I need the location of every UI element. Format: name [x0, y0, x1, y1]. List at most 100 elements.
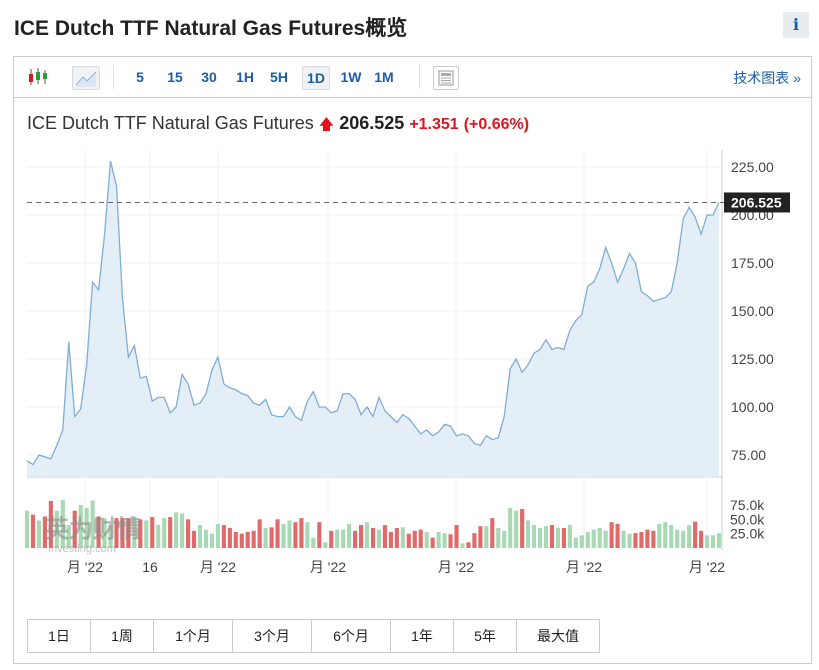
volume-tick-label: 50.0k: [730, 511, 765, 527]
volume-bar: [400, 527, 405, 548]
info-button[interactable]: i: [783, 12, 809, 38]
volume-bar: [168, 517, 173, 548]
volume-bar: [138, 519, 143, 548]
volume-bar: [406, 533, 411, 548]
x-tick-label: 月 '22: [438, 559, 474, 575]
last-price: 206.525: [339, 113, 405, 133]
volume-bar: [335, 529, 340, 548]
y-tick-label: 125.00: [731, 351, 774, 367]
volume-bar: [120, 518, 125, 548]
volume-bar: [126, 518, 131, 548]
period-selector: 1日 1周 1个月 3个月 6个月 1年 5年 最大值: [27, 619, 600, 653]
volume-bar: [687, 525, 692, 548]
volume-bar: [233, 531, 238, 548]
volume-bar: [317, 522, 322, 548]
volume-bar: [573, 537, 578, 548]
price-area: [27, 161, 719, 477]
y-tick-label: 100.00: [731, 399, 774, 415]
watermark-logo: Investing.com: [48, 543, 116, 555]
quote-line: ICE Dutch TTF Natural Gas Futures 🡅 206.…: [27, 113, 529, 139]
volume-bar: [185, 519, 191, 548]
volume-bar: [42, 516, 47, 548]
instrument-name: ICE Dutch TTF Natural Gas Futures: [27, 113, 314, 133]
volume-bar: [281, 523, 286, 548]
volume-bar: [257, 519, 262, 548]
period-button[interactable]: 最大值: [537, 628, 579, 644]
volume-bar: [287, 520, 292, 548]
volume-bar: [418, 529, 423, 548]
chart-toolbar: 5 15 30 1H 5H 1D 1W 1M 技术图表 »: [14, 57, 811, 98]
news-layout-icon[interactable]: [433, 66, 459, 90]
volume-bar: [162, 518, 167, 548]
volume-bar: [484, 526, 489, 548]
volume-bar: [675, 529, 680, 548]
volume-bar: [197, 525, 203, 548]
interval-1W[interactable]: 1W: [340, 69, 362, 85]
period-button[interactable]: 5年: [454, 620, 517, 652]
last-price-tag: [724, 192, 790, 213]
volume-bar: [704, 535, 710, 548]
volume-bar: [364, 522, 370, 548]
price-change-percent: (+0.66%): [463, 116, 530, 133]
interval-1M[interactable]: 1M: [374, 69, 394, 85]
volume-bar: [209, 533, 215, 548]
volume-bar: [514, 510, 519, 548]
volume-bar: [549, 525, 555, 548]
interval-15[interactable]: 15: [167, 69, 183, 85]
volume-bar: [341, 529, 346, 548]
last-price-tag-label: 206.525: [731, 194, 782, 210]
interval-5H[interactable]: 5H: [270, 69, 288, 85]
x-tick-label: 月 '22: [200, 559, 236, 575]
volume-bar: [526, 520, 531, 548]
volume-bar: [537, 527, 543, 548]
volume-bar: [72, 510, 77, 548]
volume-bar: [490, 518, 495, 548]
technical-chart-link[interactable]: 技术图表 »: [733, 70, 801, 86]
period-button[interactable]: 3个月: [233, 620, 312, 652]
period-button[interactable]: 1年: [391, 620, 454, 652]
volume-tick-label: 25.0k: [730, 526, 765, 542]
interval-1H[interactable]: 1H: [236, 69, 254, 85]
period-button[interactable]: 6个月: [312, 620, 391, 652]
volume-bar: [466, 542, 471, 548]
volume-bar: [221, 525, 226, 548]
y-tick-label: 175.00: [731, 255, 774, 271]
x-tick-label: 月 '22: [566, 559, 602, 575]
volume-bar: [454, 525, 459, 548]
volume-bar: [156, 525, 161, 548]
period-button[interactable]: 1日: [28, 620, 91, 652]
volume-bar: [436, 531, 441, 548]
candlestick-icon[interactable]: [26, 66, 50, 88]
price-line: [26, 161, 720, 466]
volume-bar: [663, 522, 668, 548]
volume-bar: [394, 527, 399, 548]
interval-1D[interactable]: 1D: [302, 66, 330, 90]
volume-bar: [591, 529, 596, 548]
interval-30[interactable]: 30: [201, 69, 217, 85]
area-chart-icon[interactable]: [72, 66, 100, 90]
volume-bar: [543, 526, 549, 548]
volume-bar: [442, 533, 447, 548]
period-button[interactable]: 1个月: [154, 620, 233, 652]
period-button[interactable]: 1周: [91, 620, 154, 652]
x-tick-label: 16: [142, 559, 158, 575]
volume-bar: [472, 533, 477, 548]
volume-bar: [36, 520, 42, 548]
volume-bar: [388, 531, 393, 548]
volume-bar: [54, 510, 59, 548]
volume-bar: [48, 500, 53, 548]
volume-bar: [597, 527, 602, 548]
volume-bar: [305, 522, 310, 548]
volume-bar: [347, 523, 352, 548]
volume-bar: [621, 530, 626, 548]
volume-bar: [627, 533, 632, 548]
interval-5[interactable]: 5: [136, 69, 144, 85]
volume-bar: [293, 522, 298, 548]
volume-bar: [96, 516, 101, 548]
volume-bar: [311, 537, 316, 548]
price-change: +1.351: [409, 116, 459, 133]
volume-bar: [66, 525, 71, 548]
volume-bar: [299, 518, 304, 548]
volume-bar: [424, 531, 429, 548]
